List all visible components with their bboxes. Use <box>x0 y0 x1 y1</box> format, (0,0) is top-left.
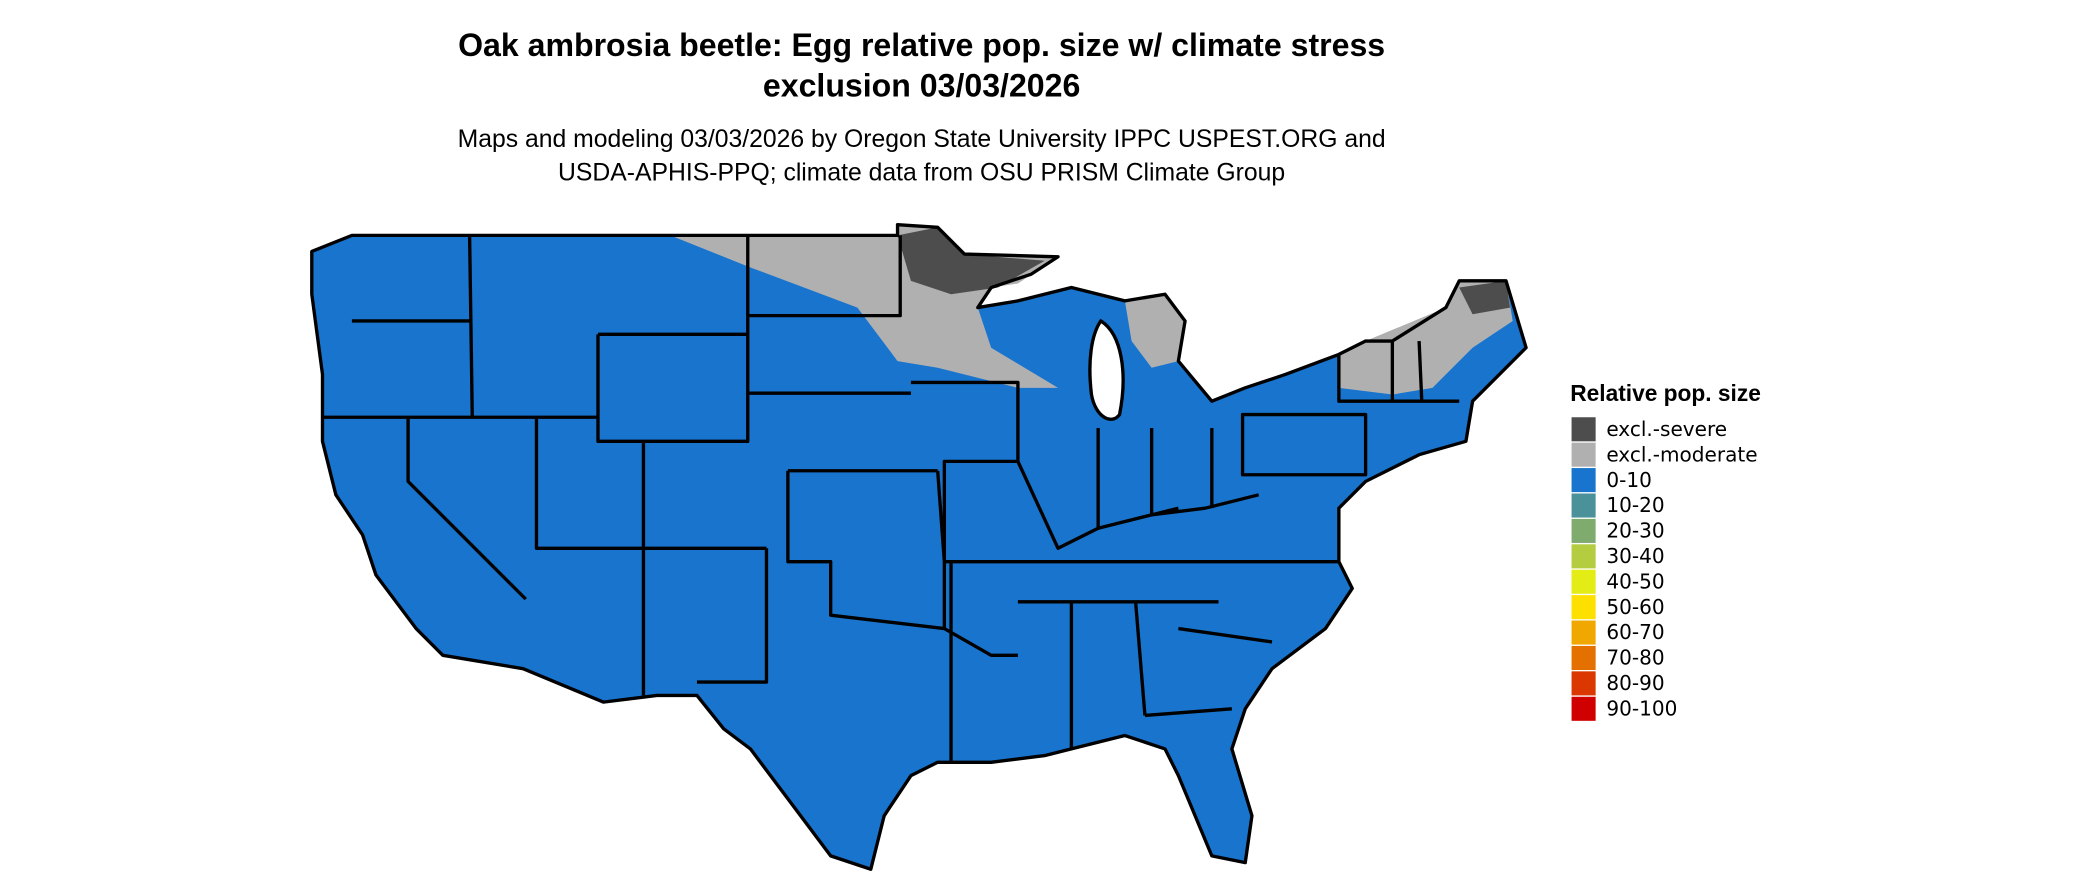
legend-label: 70-80 <box>1606 646 1664 670</box>
legend-label: 50-60 <box>1606 595 1664 619</box>
legend-swatch <box>1571 569 1596 594</box>
legend-swatch <box>1571 442 1596 467</box>
legend-swatch <box>1571 671 1596 696</box>
legend-label: 20-30 <box>1606 519 1664 543</box>
legend-title: Relative pop. size <box>1570 380 1761 406</box>
legend-swatch <box>1571 620 1596 645</box>
subtitle-line: Maps and modeling 03/03/2026 by Oregon S… <box>458 126 1386 153</box>
us-map <box>310 223 1528 871</box>
subtitle-line: USDA-APHIS-PPQ; climate data from OSU PR… <box>558 160 1285 187</box>
legend-label: 10-20 <box>1606 493 1664 517</box>
lake-michigan <box>1088 318 1125 421</box>
title-line: exclusion 03/03/2026 <box>763 67 1080 103</box>
state-borders <box>322 235 1460 763</box>
legend-swatch <box>1571 696 1596 721</box>
legend-swatch <box>1571 493 1596 518</box>
excluded-moderate-area <box>1124 294 1186 368</box>
excluded-moderate-area <box>1338 280 1513 395</box>
legend-swatch <box>1571 595 1596 620</box>
excluded-severe-area <box>1459 280 1511 315</box>
legend-swatch <box>1571 645 1596 671</box>
legend: excl.-severeexcl.-moderate0-1010-2020-30… <box>1571 417 1758 721</box>
legend-swatch <box>1571 417 1596 442</box>
legend-label: 80-90 <box>1606 671 1664 695</box>
legend-swatch <box>1571 518 1596 543</box>
legend-label: 30-40 <box>1606 544 1664 568</box>
excluded-severe-area <box>897 227 1045 295</box>
legend-label: 0-10 <box>1606 468 1652 492</box>
legend-label: excl.-severe <box>1606 417 1727 441</box>
legend-swatch <box>1571 544 1596 569</box>
legend-label: 90-100 <box>1606 696 1677 720</box>
title-line: Oak ambrosia beetle: Egg relative pop. s… <box>458 27 1385 63</box>
legend-label: 60-70 <box>1606 620 1664 644</box>
us-outline <box>310 223 1528 871</box>
legend-swatch <box>1571 468 1596 493</box>
legend-label: 40-50 <box>1606 569 1664 593</box>
legend-label: excl.-moderate <box>1606 442 1757 466</box>
